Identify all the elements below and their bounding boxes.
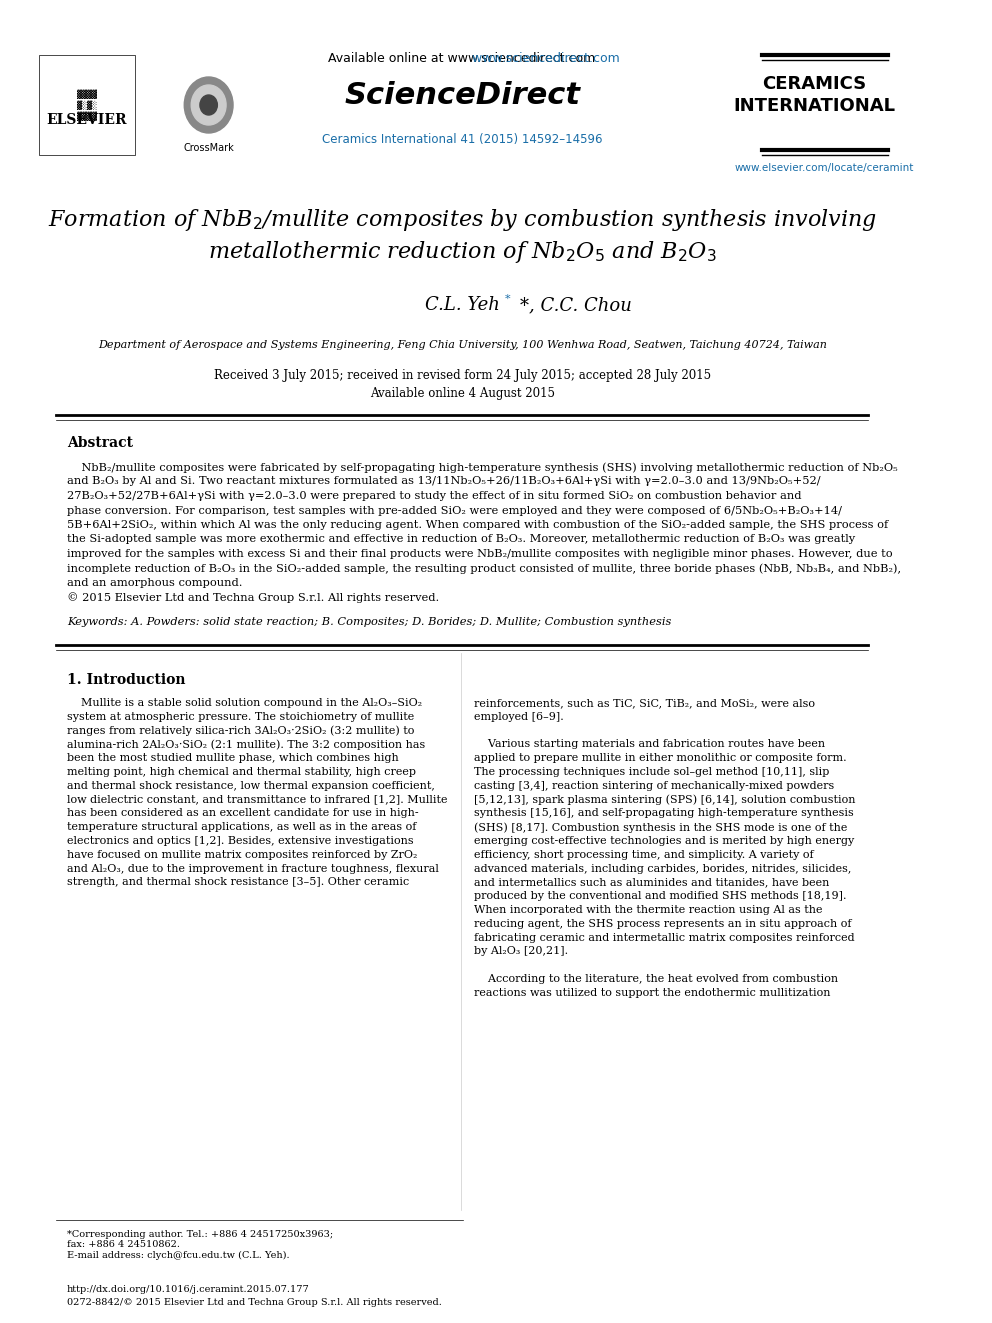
Text: produced by the conventional and modified SHS methods [18,19].: produced by the conventional and modifie… bbox=[474, 892, 847, 901]
Text: www.sciencedirect.com: www.sciencedirect.com bbox=[305, 52, 620, 65]
Text: NbB₂/mullite composites were fabricated by self-propagating high-temperature syn: NbB₂/mullite composites were fabricated … bbox=[66, 462, 898, 472]
Text: metallothermic reduction of Nb$_2$O$_5$ and B$_2$O$_3$: metallothermic reduction of Nb$_2$O$_5$ … bbox=[207, 239, 716, 265]
Text: When incorporated with the thermite reaction using Al as the: When incorporated with the thermite reac… bbox=[474, 905, 822, 916]
Circle shape bbox=[191, 85, 226, 124]
Text: 27B₂O₃+52/27B+6Al+γSi with γ=2.0–3.0 were prepared to study the effect of in sit: 27B₂O₃+52/27B+6Al+γSi with γ=2.0–3.0 wer… bbox=[66, 491, 802, 501]
Text: and an amorphous compound.: and an amorphous compound. bbox=[66, 578, 242, 587]
Text: employed [6–9].: employed [6–9]. bbox=[474, 712, 564, 722]
Text: ScienceDirect: ScienceDirect bbox=[344, 81, 580, 110]
Text: *, C.C. Chou: *, C.C. Chou bbox=[521, 296, 632, 314]
Text: improved for the samples with excess Si and their final products were NbB₂/mulli: improved for the samples with excess Si … bbox=[66, 549, 893, 560]
Text: © 2015 Elsevier Ltd and Techna Group S.r.l. All rights reserved.: © 2015 Elsevier Ltd and Techna Group S.r… bbox=[66, 593, 438, 603]
Text: electronics and optics [1,2]. Besides, extensive investigations: electronics and optics [1,2]. Besides, e… bbox=[66, 836, 414, 845]
Text: Department of Aerospace and Systems Engineering, Feng Chia University, 100 Wenhw: Department of Aerospace and Systems Engi… bbox=[97, 340, 826, 351]
Text: synthesis [15,16], and self-propagating high-temperature synthesis: synthesis [15,16], and self-propagating … bbox=[474, 808, 854, 819]
Text: Available online 4 August 2015: Available online 4 August 2015 bbox=[370, 386, 555, 400]
Text: Received 3 July 2015; received in revised form 24 July 2015; accepted 28 July 20: Received 3 July 2015; received in revise… bbox=[213, 369, 710, 381]
Text: ranges from relatively silica-rich 3Al₂O₃·2SiO₂ (3:2 mullite) to: ranges from relatively silica-rich 3Al₂O… bbox=[66, 725, 414, 736]
Text: According to the literature, the heat evolved from combustion: According to the literature, the heat ev… bbox=[474, 974, 838, 984]
Text: casting [3,4], reaction sintering of mechanically-mixed powders: casting [3,4], reaction sintering of mec… bbox=[474, 781, 834, 791]
Text: Ceramics International 41 (2015) 14592–14596: Ceramics International 41 (2015) 14592–1… bbox=[321, 134, 602, 147]
Text: 5B+6Al+2SiO₂, within which Al was the only reducing agent. When compared with co: 5B+6Al+2SiO₂, within which Al was the on… bbox=[66, 520, 888, 531]
Text: C.L. Yeh: C.L. Yeh bbox=[425, 296, 500, 314]
Text: [5,12,13], spark plasma sintering (SPS) [6,14], solution combustion: [5,12,13], spark plasma sintering (SPS) … bbox=[474, 795, 856, 806]
Text: reducing agent, the SHS process represents an in situ approach of: reducing agent, the SHS process represen… bbox=[474, 918, 852, 929]
Text: 0272-8842/© 2015 Elsevier Ltd and Techna Group S.r.l. All rights reserved.: 0272-8842/© 2015 Elsevier Ltd and Techna… bbox=[66, 1298, 441, 1307]
Text: emerging cost-effective technologies and is merited by high energy: emerging cost-effective technologies and… bbox=[474, 836, 854, 845]
Text: and thermal shock resistance, low thermal expansion coefficient,: and thermal shock resistance, low therma… bbox=[66, 781, 434, 791]
Text: Formation of NbB$_2$/mullite composites by combustion synthesis involving: Formation of NbB$_2$/mullite composites … bbox=[48, 206, 877, 233]
Bar bbox=[39, 56, 135, 155]
Text: 1. Introduction: 1. Introduction bbox=[66, 673, 186, 687]
Text: Mullite is a stable solid solution compound in the Al₂O₃–SiO₂: Mullite is a stable solid solution compo… bbox=[66, 699, 422, 708]
Text: http://dx.doi.org/10.1016/j.ceramint.2015.07.177: http://dx.doi.org/10.1016/j.ceramint.201… bbox=[66, 1285, 310, 1294]
Text: (SHS) [8,17]. Combustion synthesis in the SHS mode is one of the: (SHS) [8,17]. Combustion synthesis in th… bbox=[474, 822, 848, 832]
Text: and Al₂O₃, due to the improvement in fracture toughness, flexural: and Al₂O₃, due to the improvement in fra… bbox=[66, 864, 438, 873]
Text: the Si-adopted sample was more exothermic and effective in reduction of B₂O₃. Mo: the Si-adopted sample was more exothermi… bbox=[66, 534, 855, 545]
Text: ▓▓▓▓
▓░▓░
▓▓▓▓: ▓▓▓▓ ▓░▓░ ▓▓▓▓ bbox=[76, 90, 96, 120]
Text: alumina-rich 2Al₂O₃·SiO₂ (2:1 mullite). The 3:2 composition has: alumina-rich 2Al₂O₃·SiO₂ (2:1 mullite). … bbox=[66, 740, 425, 750]
Text: been the most studied mullite phase, which combines high: been the most studied mullite phase, whi… bbox=[66, 753, 399, 763]
Text: by Al₂O₃ [20,21].: by Al₂O₃ [20,21]. bbox=[474, 946, 568, 957]
Text: Keywords: A. Powders: solid state reaction; B. Composites; D. Borides; D. Mullit: Keywords: A. Powders: solid state reacti… bbox=[66, 617, 671, 627]
Text: fabricating ceramic and intermetallic matrix composites reinforced: fabricating ceramic and intermetallic ma… bbox=[474, 933, 855, 942]
Text: CERAMICS
INTERNATIONAL: CERAMICS INTERNATIONAL bbox=[733, 75, 895, 115]
Text: The processing techniques include sol–gel method [10,11], slip: The processing techniques include sol–ge… bbox=[474, 767, 829, 777]
Text: ELSEVIER: ELSEVIER bbox=[47, 112, 127, 127]
Text: system at atmospheric pressure. The stoichiometry of mullite: system at atmospheric pressure. The stoi… bbox=[66, 712, 414, 722]
Text: and B₂O₃ by Al and Si. Two reactant mixtures formulated as 13/11Nb₂O₅+26/11B₂O₃+: and B₂O₃ by Al and Si. Two reactant mixt… bbox=[66, 476, 820, 487]
Text: advanced materials, including carbides, borides, nitrides, silicides,: advanced materials, including carbides, … bbox=[474, 864, 852, 873]
Text: Available online at www.sciencedirect.com: Available online at www.sciencedirect.co… bbox=[328, 52, 596, 65]
Text: www.elsevier.com/locate/ceramint: www.elsevier.com/locate/ceramint bbox=[735, 163, 915, 173]
Text: phase conversion. For comparison, test samples with pre-added SiO₂ were employed: phase conversion. For comparison, test s… bbox=[66, 505, 841, 516]
Text: has been considered as an excellent candidate for use in high-: has been considered as an excellent cand… bbox=[66, 808, 419, 819]
Text: temperature structural applications, as well as in the areas of: temperature structural applications, as … bbox=[66, 822, 416, 832]
Text: have focused on mullite matrix composites reinforced by ZrO₂: have focused on mullite matrix composite… bbox=[66, 849, 417, 860]
Text: *Corresponding author. Tel.: +886 4 24517250x3963;
fax: +886 4 24510862.
E-mail : *Corresponding author. Tel.: +886 4 2451… bbox=[66, 1230, 332, 1259]
Text: CrossMark: CrossMark bbox=[184, 143, 234, 153]
Text: Various starting materials and fabrication routes have been: Various starting materials and fabricati… bbox=[474, 740, 825, 749]
Text: and intermetallics such as aluminides and titanides, have been: and intermetallics such as aluminides an… bbox=[474, 877, 829, 888]
Text: *: * bbox=[505, 294, 510, 304]
Text: incomplete reduction of B₂O₃ in the SiO₂-added sample, the resulting product con: incomplete reduction of B₂O₃ in the SiO₂… bbox=[66, 564, 901, 574]
Text: reactions was utilized to support the endothermic mullitization: reactions was utilized to support the en… bbox=[474, 988, 831, 998]
Text: reinforcements, such as TiC, SiC, TiB₂, and MoSi₂, were also: reinforcements, such as TiC, SiC, TiB₂, … bbox=[474, 699, 815, 708]
Text: Abstract: Abstract bbox=[66, 437, 133, 450]
Text: low dielectric constant, and transmittance to infrared [1,2]. Mullite: low dielectric constant, and transmittan… bbox=[66, 795, 447, 804]
Circle shape bbox=[185, 77, 233, 134]
Text: melting point, high chemical and thermal stability, high creep: melting point, high chemical and thermal… bbox=[66, 767, 416, 777]
Text: strength, and thermal shock resistance [3–5]. Other ceramic: strength, and thermal shock resistance [… bbox=[66, 877, 409, 888]
Text: applied to prepare mullite in either monolithic or composite form.: applied to prepare mullite in either mon… bbox=[474, 753, 847, 763]
Text: efficiency, short processing time, and simplicity. A variety of: efficiency, short processing time, and s… bbox=[474, 849, 813, 860]
Circle shape bbox=[200, 95, 217, 115]
